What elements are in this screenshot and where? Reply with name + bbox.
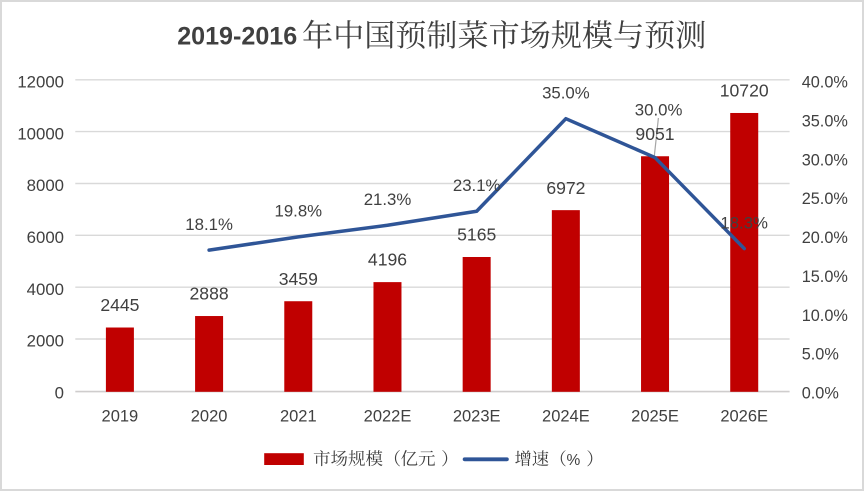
svg-text:4196: 4196 bbox=[368, 250, 407, 270]
svg-text:2019-2016: 2019-2016 bbox=[177, 22, 297, 50]
svg-text:35.0%: 35.0% bbox=[542, 83, 590, 102]
svg-text:20.0%: 20.0% bbox=[802, 229, 848, 247]
svg-text:21.3%: 21.3% bbox=[364, 190, 412, 209]
svg-text:3459: 3459 bbox=[279, 269, 318, 289]
svg-text:10000: 10000 bbox=[17, 124, 64, 143]
svg-text:25.0%: 25.0% bbox=[802, 190, 848, 208]
svg-text:18.3%: 18.3% bbox=[720, 213, 768, 232]
svg-text:2888: 2888 bbox=[190, 284, 229, 304]
svg-text:2021: 2021 bbox=[280, 407, 317, 425]
svg-text:0.0%: 0.0% bbox=[802, 385, 839, 403]
svg-text:5.0%: 5.0% bbox=[802, 346, 839, 364]
svg-text:8000: 8000 bbox=[27, 176, 64, 195]
svg-text:30.0%: 30.0% bbox=[635, 100, 683, 119]
svg-text:12000: 12000 bbox=[17, 73, 64, 92]
svg-text:2023E: 2023E bbox=[453, 407, 501, 425]
svg-text:30.0%: 30.0% bbox=[802, 151, 848, 169]
svg-text:35.0%: 35.0% bbox=[802, 112, 848, 130]
svg-text:18.1%: 18.1% bbox=[185, 215, 233, 234]
svg-text:23.1%: 23.1% bbox=[453, 176, 501, 195]
svg-text:10720: 10720 bbox=[720, 81, 769, 101]
svg-text:2026E: 2026E bbox=[720, 407, 768, 425]
svg-text:15.0%: 15.0% bbox=[802, 268, 848, 286]
svg-text:10.0%: 10.0% bbox=[802, 307, 848, 325]
svg-text:2022E: 2022E bbox=[364, 407, 412, 425]
svg-text:2020: 2020 bbox=[191, 407, 228, 425]
svg-text:%: % bbox=[567, 452, 581, 469]
svg-text:19.8%: 19.8% bbox=[275, 202, 323, 221]
svg-text:9051: 9051 bbox=[635, 124, 674, 144]
svg-text:2025E: 2025E bbox=[631, 407, 679, 425]
svg-text:2024E: 2024E bbox=[542, 407, 590, 425]
svg-text:2000: 2000 bbox=[27, 332, 64, 351]
svg-text:0: 0 bbox=[55, 384, 64, 403]
svg-text:6000: 6000 bbox=[27, 228, 64, 247]
svg-text:2445: 2445 bbox=[100, 295, 139, 315]
svg-text:2019: 2019 bbox=[102, 407, 139, 425]
svg-text:5165: 5165 bbox=[457, 225, 496, 245]
svg-text:6972: 6972 bbox=[546, 178, 585, 198]
svg-text:4000: 4000 bbox=[27, 280, 64, 299]
svg-text:40.0%: 40.0% bbox=[802, 74, 848, 92]
